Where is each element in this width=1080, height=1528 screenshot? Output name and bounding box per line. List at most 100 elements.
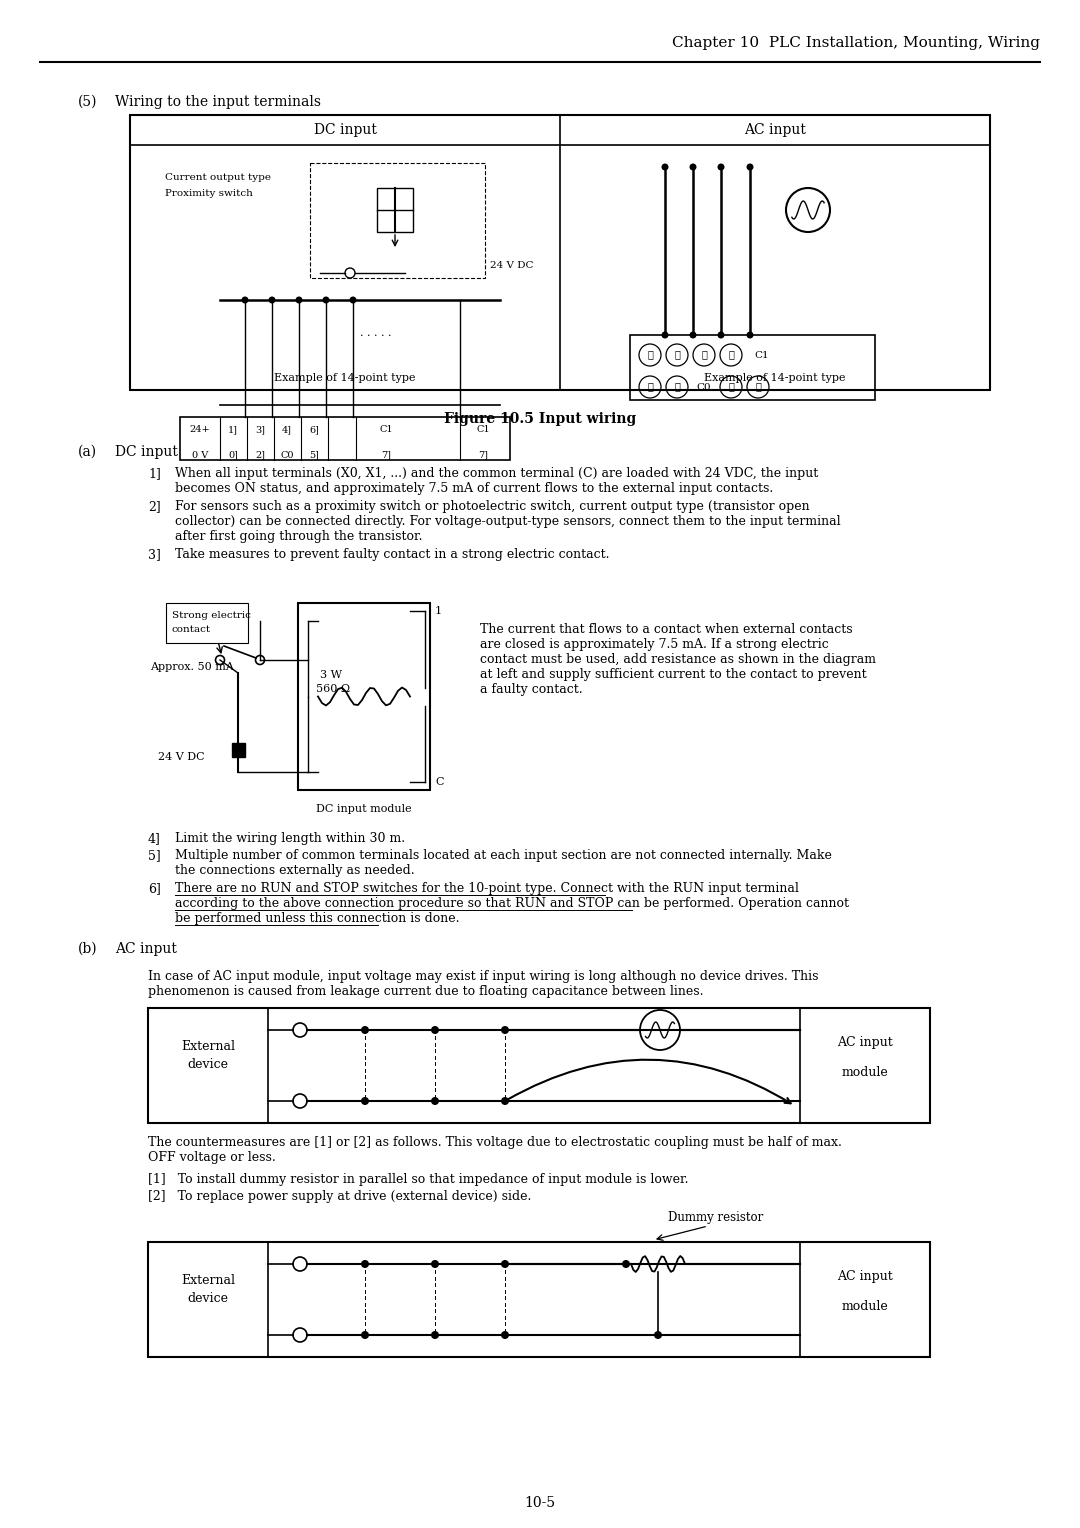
Circle shape — [242, 296, 248, 304]
Text: C1: C1 — [476, 425, 490, 434]
Circle shape — [296, 296, 302, 304]
Text: C1: C1 — [379, 425, 393, 434]
Text: ⑦: ⑦ — [755, 382, 761, 391]
Text: Example of 14-point type: Example of 14-point type — [274, 373, 416, 384]
Text: Limit the wiring length within 30 m.: Limit the wiring length within 30 m. — [175, 833, 405, 845]
Text: DC input: DC input — [313, 122, 377, 138]
Text: AC input: AC input — [837, 1270, 893, 1284]
Text: module: module — [841, 1300, 889, 1313]
Text: DC input: DC input — [114, 445, 178, 458]
Text: C1: C1 — [755, 350, 769, 359]
Text: collector) can be connected directly. For voltage-output-type sensors, connect t: collector) can be connected directly. Fo… — [175, 515, 840, 529]
Text: Take measures to prevent faulty contact in a strong electric contact.: Take measures to prevent faulty contact … — [175, 549, 609, 561]
Text: 1]: 1] — [228, 425, 238, 434]
Text: 24 V DC: 24 V DC — [158, 752, 204, 762]
Text: External: External — [181, 1274, 235, 1287]
Text: ①: ① — [647, 382, 653, 391]
Text: phenomenon is caused from leakage current due to floating capacitance between li: phenomenon is caused from leakage curren… — [148, 986, 703, 998]
Text: . . . . .: . . . . . — [360, 329, 391, 338]
Bar — [232, 743, 245, 756]
Text: 3 W: 3 W — [320, 669, 342, 680]
Text: ⑤: ⑤ — [728, 382, 734, 391]
Text: The current that flows to a contact when external contacts
are closed is approxi: The current that flows to a contact when… — [480, 623, 876, 695]
Text: 6]: 6] — [309, 425, 319, 434]
Text: 24+: 24+ — [190, 425, 211, 434]
Text: 10-5: 10-5 — [525, 1496, 555, 1510]
Text: C: C — [435, 778, 444, 787]
Circle shape — [661, 332, 669, 339]
Text: When all input terminals (X0, X1, ...) and the common terminal (C) are loaded wi: When all input terminals (X0, X1, ...) a… — [175, 468, 819, 480]
Text: Example of 14-point type: Example of 14-point type — [704, 373, 846, 384]
Text: 7]: 7] — [478, 451, 488, 460]
Bar — [310, 163, 485, 278]
Circle shape — [501, 1261, 509, 1268]
Text: (a): (a) — [78, 445, 97, 458]
Circle shape — [361, 1261, 369, 1268]
Circle shape — [622, 1261, 630, 1268]
Text: ①: ① — [647, 350, 653, 359]
Text: 2]: 2] — [148, 500, 161, 513]
Text: Dummy resistor: Dummy resistor — [669, 1212, 764, 1224]
Circle shape — [501, 1097, 509, 1105]
Bar — [377, 188, 413, 232]
Circle shape — [269, 296, 275, 304]
Text: C0: C0 — [697, 382, 712, 391]
Text: Current output type: Current output type — [165, 173, 271, 182]
Text: AC input: AC input — [114, 941, 177, 957]
Text: 4]: 4] — [148, 833, 161, 845]
Text: be performed unless this connection is done.: be performed unless this connection is d… — [175, 912, 459, 924]
Text: C0: C0 — [280, 451, 294, 460]
Circle shape — [689, 332, 697, 339]
Circle shape — [746, 332, 754, 339]
Circle shape — [431, 1025, 438, 1034]
Text: OFF voltage or less.: OFF voltage or less. — [148, 1151, 275, 1164]
Circle shape — [654, 1331, 662, 1339]
Text: the connections externally as needed.: the connections externally as needed. — [175, 863, 415, 877]
Circle shape — [350, 296, 356, 304]
Text: ②: ② — [674, 382, 680, 391]
Text: Approx. 50 mA: Approx. 50 mA — [150, 662, 234, 672]
Circle shape — [361, 1025, 369, 1034]
Text: 1: 1 — [435, 607, 442, 616]
Text: Wiring to the input terminals: Wiring to the input terminals — [114, 95, 321, 108]
Text: 7]: 7] — [381, 451, 391, 460]
Text: External: External — [181, 1041, 235, 1053]
Text: 3]: 3] — [255, 425, 265, 434]
Text: DC input module: DC input module — [316, 804, 411, 814]
Bar — [148, 1008, 930, 1123]
Text: There are no RUN and STOP switches for the 10-point type. Connect with the RUN i: There are no RUN and STOP switches for t… — [175, 882, 799, 895]
Circle shape — [431, 1331, 438, 1339]
Text: device: device — [188, 1057, 229, 1071]
Circle shape — [746, 163, 754, 171]
Text: Multiple number of common terminals located at each input section are not connec: Multiple number of common terminals loca… — [175, 850, 832, 862]
Text: Figure 10.5 Input wiring: Figure 10.5 Input wiring — [444, 413, 636, 426]
Text: [2]   To replace power supply at drive (external device) side.: [2] To replace power supply at drive (ex… — [148, 1190, 531, 1203]
Text: The countermeasures are [1] or [2] as follows. This voltage due to electrostatic: The countermeasures are [1] or [2] as fo… — [148, 1135, 842, 1149]
Text: contact: contact — [172, 625, 211, 634]
Circle shape — [323, 296, 329, 304]
Text: 2]: 2] — [255, 451, 265, 460]
Text: Chapter 10  PLC Installation, Mounting, Wiring: Chapter 10 PLC Installation, Mounting, W… — [672, 37, 1040, 50]
Text: 560 Ω: 560 Ω — [316, 683, 350, 694]
Text: [1]   To install dummy resistor in parallel so that impedance of input module is: [1] To install dummy resistor in paralle… — [148, 1174, 689, 1186]
Text: 1]: 1] — [148, 468, 161, 480]
Circle shape — [717, 163, 725, 171]
Text: device: device — [188, 1293, 229, 1305]
Text: In case of AC input module, input voltage may exist if input wiring is long alth: In case of AC input module, input voltag… — [148, 970, 819, 983]
Text: 24 V DC: 24 V DC — [490, 260, 534, 269]
Text: AC input: AC input — [744, 122, 806, 138]
Bar — [630, 335, 875, 400]
Circle shape — [361, 1331, 369, 1339]
Circle shape — [717, 332, 725, 339]
Text: 5]: 5] — [309, 451, 319, 460]
Text: ④: ④ — [701, 350, 707, 359]
Text: module: module — [841, 1067, 889, 1079]
Circle shape — [361, 1097, 369, 1105]
Text: according to the above connection procedure so that RUN and STOP can be performe: according to the above connection proced… — [175, 897, 849, 911]
Circle shape — [431, 1261, 438, 1268]
Text: ⑥: ⑥ — [728, 350, 734, 359]
Circle shape — [689, 163, 697, 171]
Text: AC input: AC input — [837, 1036, 893, 1050]
Bar — [298, 604, 430, 790]
Circle shape — [431, 1097, 438, 1105]
